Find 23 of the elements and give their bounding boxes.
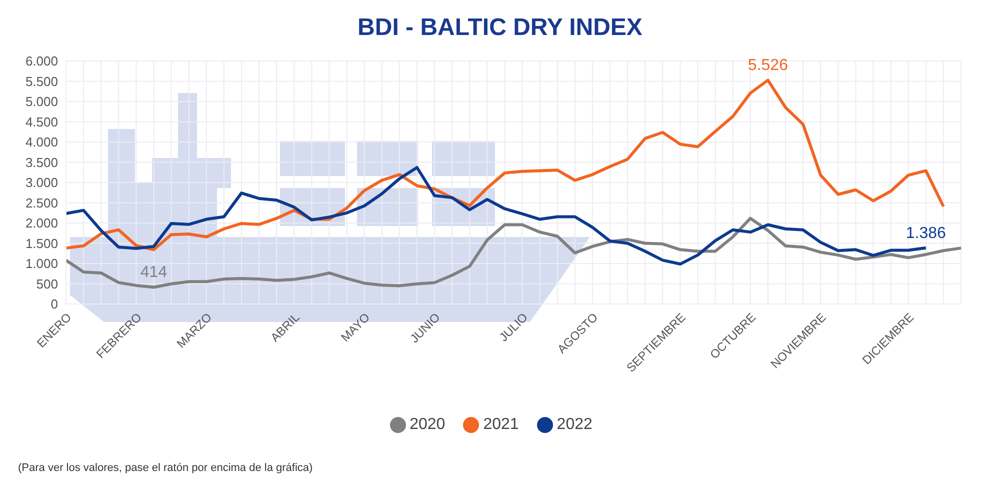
y-tick-label: 3.500 bbox=[25, 154, 58, 170]
line-series bbox=[64, 78, 945, 252]
data-label: 5.526 bbox=[748, 57, 788, 74]
legend-label: 2022 bbox=[556, 416, 592, 433]
legend-label: 2020 bbox=[410, 416, 446, 433]
y-tick-label: 0 bbox=[50, 296, 58, 312]
y-tick-label: 1.500 bbox=[25, 236, 58, 251]
y-tick-label: 2.000 bbox=[25, 216, 58, 231]
line-series bbox=[64, 216, 962, 289]
text: (Para ver los valores, pase el ratón por encima de la gráfica) bbox=[18, 462, 313, 474]
y-tick-label: 3.000 bbox=[25, 175, 58, 190]
y-tick-label: 500 bbox=[36, 276, 58, 292]
data-label: 1.386 bbox=[906, 224, 946, 242]
y-tick-label: 4.500 bbox=[25, 114, 58, 130]
y-tick-label: 1.000 bbox=[25, 256, 58, 272]
y-tick-label: 2.500 bbox=[25, 195, 58, 210]
y-tick-label: 4.000 bbox=[25, 134, 58, 150]
legend-label: 2021 bbox=[483, 416, 519, 433]
y-tick-label: 6.000 bbox=[25, 54, 58, 69]
data-label: 414 bbox=[140, 264, 168, 282]
y-tick-label: 5.500 bbox=[25, 74, 58, 89]
y-tick-label: 5.000 bbox=[25, 94, 58, 110]
chart-title: BDI - BALTIC DRY INDEX bbox=[356, 14, 644, 42]
